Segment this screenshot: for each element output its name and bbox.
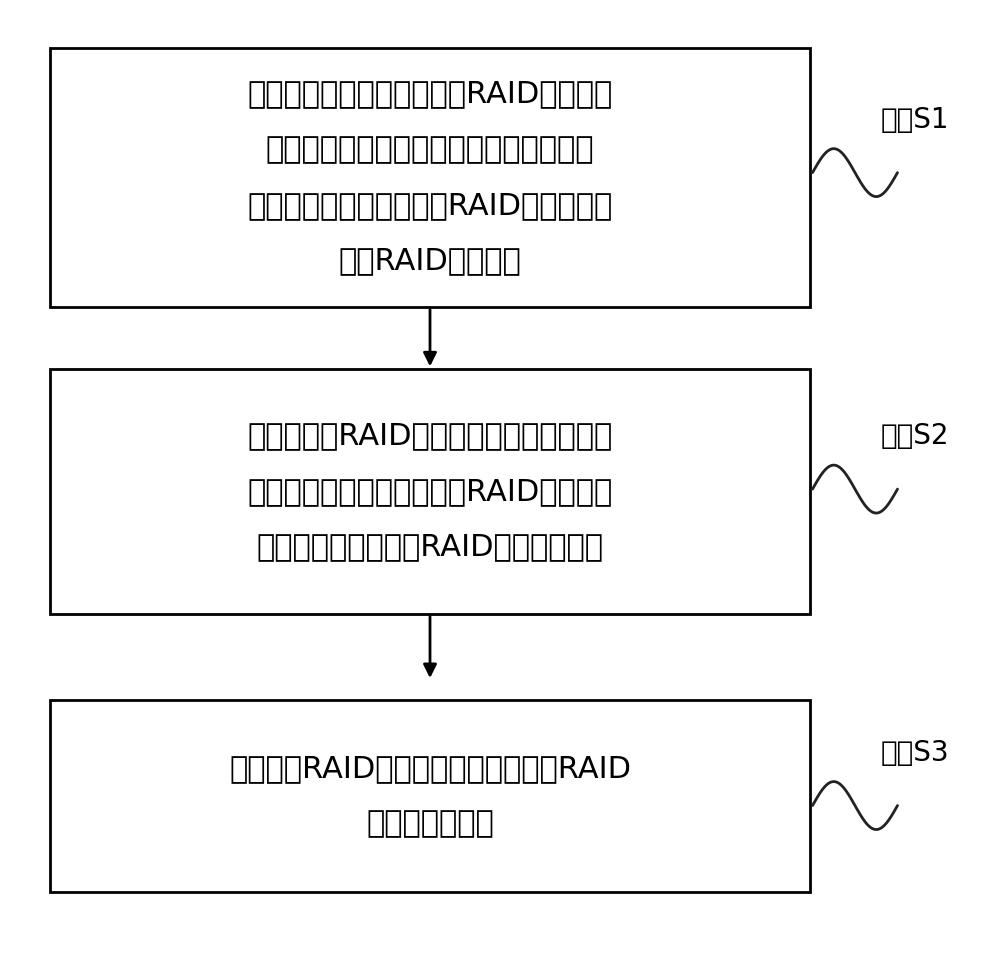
- Text: 按照与目标RAID卡的类型对应的数据交互: 按照与目标RAID卡的类型对应的数据交互: [247, 421, 613, 451]
- Text: 据交互，以获取目标RAID卡的相关信息: 据交互，以获取目标RAID卡的相关信息: [256, 532, 604, 562]
- Text: 步骤S3: 步骤S3: [881, 738, 949, 767]
- FancyBboxPatch shape: [50, 700, 810, 892]
- FancyBboxPatch shape: [50, 369, 810, 614]
- FancyBboxPatch shape: [50, 48, 810, 307]
- Text: 策略，通过目标通道与目标RAID卡进行数: 策略，通过目标通道与目标RAID卡进行数: [247, 477, 613, 506]
- Text: 接的多个通道轮流选通，以通过与当前选: 接的多个通道轮流选通，以通过与当前选: [266, 135, 594, 164]
- Text: 卡进行监控管理: 卡进行监控管理: [366, 809, 494, 838]
- Text: 步骤S1: 步骤S1: [881, 105, 949, 134]
- Text: 步骤S2: 步骤S2: [881, 422, 949, 451]
- Text: 目标RAID卡的类型: 目标RAID卡的类型: [339, 246, 521, 275]
- Text: 通的目标通道连接的目标RAID卡通信识别: 通的目标通道连接的目标RAID卡通信识别: [247, 191, 613, 220]
- Text: 基于目标RAID卡的相关信息，对目标RAID: 基于目标RAID卡的相关信息，对目标RAID: [229, 754, 631, 783]
- Text: 将多通道选择电路中与多个RAID卡一一连: 将多通道选择电路中与多个RAID卡一一连: [247, 80, 613, 108]
